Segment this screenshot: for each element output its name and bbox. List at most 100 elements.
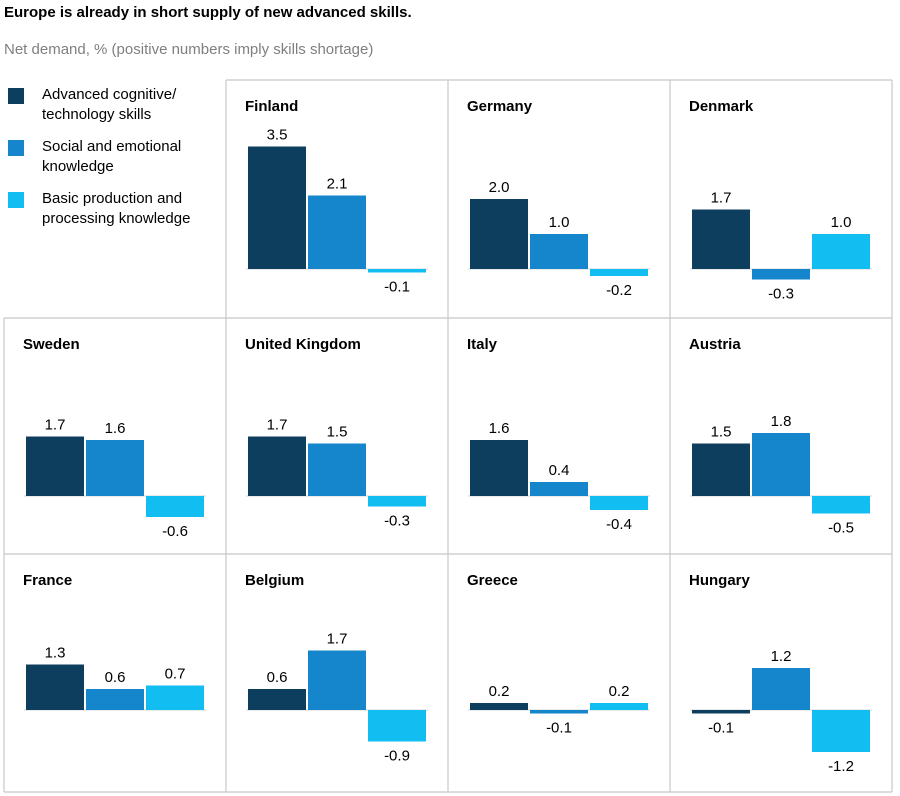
bar-united-kingdom-advanced xyxy=(248,436,306,496)
data-label-united-kingdom-advanced: 1.7 xyxy=(267,417,288,434)
data-label-greece-advanced: 0.2 xyxy=(489,683,510,700)
data-label-austria-advanced: 1.5 xyxy=(711,424,732,441)
bar-belgium-advanced xyxy=(248,689,306,710)
data-label-belgium-social: 1.7 xyxy=(327,631,348,648)
panel-france: France 1.3 0.6 0.7 xyxy=(23,572,206,711)
legend-item-social: Social and emotional knowledge xyxy=(8,137,218,177)
bar-finland-advanced xyxy=(248,146,306,269)
bar-sweden-basic xyxy=(146,496,204,517)
bar-belgium-basic xyxy=(368,710,426,742)
data-label-france-advanced: 1.3 xyxy=(45,645,66,662)
data-label-denmark-social: -0.3 xyxy=(768,286,794,303)
bar-hungary-advanced xyxy=(692,710,750,714)
chart-subtitle: Net demand, % (positive numbers imply sk… xyxy=(4,41,374,58)
panel-title-france: France xyxy=(23,572,72,589)
data-label-france-basic: 0.7 xyxy=(165,666,186,683)
data-label-austria-social: 1.8 xyxy=(771,413,792,430)
panel-sweden: Sweden 1.7 1.6 -0.6 xyxy=(23,336,206,540)
bar-finland-basic xyxy=(368,269,426,273)
bar-germany-social xyxy=(530,234,588,269)
panel-united-kingdom: United Kingdom 1.7 1.5 -0.3 xyxy=(245,336,428,530)
data-label-greece-basic: 0.2 xyxy=(609,683,630,700)
bar-france-social xyxy=(86,689,144,710)
data-label-denmark-advanced: 1.7 xyxy=(711,190,732,207)
bar-italy-social xyxy=(530,482,588,496)
bar-hungary-social xyxy=(752,668,810,710)
legend-swatch-social xyxy=(8,140,24,156)
bar-greece-social xyxy=(530,710,588,714)
data-label-sweden-basic: -0.6 xyxy=(162,523,188,540)
legend-swatch-basic xyxy=(8,192,24,208)
panel-title-italy: Italy xyxy=(467,336,498,353)
data-label-italy-basic: -0.4 xyxy=(606,516,632,533)
panel-belgium: Belgium 0.6 1.7 -0.9 xyxy=(245,572,428,765)
data-label-finland-social: 2.1 xyxy=(327,176,348,193)
data-label-belgium-basic: -0.9 xyxy=(384,748,410,765)
panel-finland: Finland 3.5 2.1 -0.1 xyxy=(245,98,428,296)
data-label-sweden-advanced: 1.7 xyxy=(45,417,66,434)
bar-sweden-advanced xyxy=(26,436,84,496)
data-label-france-social: 0.6 xyxy=(105,669,126,686)
panel-title-austria: Austria xyxy=(689,336,741,353)
data-label-finland-basic: -0.1 xyxy=(384,279,410,296)
data-label-hungary-basic: -1.2 xyxy=(828,758,854,775)
legend: Advanced cognitive/ technology skills So… xyxy=(8,85,218,241)
legend-label-social: Social and emotional knowledge xyxy=(42,138,182,175)
bar-italy-advanced xyxy=(470,440,528,496)
data-label-united-kingdom-basic: -0.3 xyxy=(384,513,410,530)
panel-hungary: Hungary -0.1 1.2 -1.2 xyxy=(689,572,872,775)
data-label-germany-social: 1.0 xyxy=(549,214,570,231)
bar-greece-basic xyxy=(590,703,648,710)
chart-title: Europe is already in short supply of new… xyxy=(4,4,412,21)
data-label-italy-advanced: 1.6 xyxy=(489,420,510,437)
bar-france-advanced xyxy=(26,664,84,710)
panel-title-finland: Finland xyxy=(245,98,298,115)
bar-hungary-basic xyxy=(812,710,870,752)
data-label-germany-advanced: 2.0 xyxy=(489,179,510,196)
panel-austria: Austria 1.5 1.8 -0.5 xyxy=(689,336,872,537)
data-label-hungary-advanced: -0.1 xyxy=(708,720,734,737)
panel-denmark: Denmark 1.7 -0.3 1.0 xyxy=(689,98,872,303)
panel-italy: Italy 1.6 0.4 -0.4 xyxy=(467,336,650,533)
panel-germany: Germany 2.0 1.0 -0.2 xyxy=(467,98,650,299)
data-label-austria-basic: -0.5 xyxy=(828,520,854,537)
legend-swatch-advanced xyxy=(8,88,24,104)
panel-title-sweden: Sweden xyxy=(23,336,80,353)
panel-title-denmark: Denmark xyxy=(689,98,754,115)
bar-greece-advanced xyxy=(470,703,528,710)
legend-label-basic: Basic production and processing knowledg… xyxy=(42,190,191,227)
bar-germany-advanced xyxy=(470,199,528,269)
legend-item-basic: Basic production and processing knowledg… xyxy=(8,189,218,229)
data-label-belgium-advanced: 0.6 xyxy=(267,669,288,686)
data-label-greece-social: -0.1 xyxy=(546,720,572,737)
data-label-sweden-social: 1.6 xyxy=(105,420,126,437)
bar-united-kingdom-basic xyxy=(368,496,426,507)
panel-greece: Greece 0.2 -0.1 0.2 xyxy=(467,572,650,737)
panel-title-hungary: Hungary xyxy=(689,572,751,589)
bar-finland-social xyxy=(308,195,366,269)
bar-france-basic xyxy=(146,685,204,710)
panel-title-greece: Greece xyxy=(467,572,518,589)
bar-denmark-basic xyxy=(812,234,870,269)
bar-belgium-social xyxy=(308,650,366,710)
legend-item-advanced: Advanced cognitive/ technology skills xyxy=(8,85,218,125)
panel-title-united-kingdom: United Kingdom xyxy=(245,336,361,353)
data-label-denmark-basic: 1.0 xyxy=(831,214,852,231)
bar-united-kingdom-social xyxy=(308,443,366,496)
bar-germany-basic xyxy=(590,269,648,276)
data-label-italy-social: 0.4 xyxy=(549,462,570,479)
data-label-hungary-social: 1.2 xyxy=(771,648,792,665)
panel-borders xyxy=(3,79,893,793)
bar-denmark-social xyxy=(752,269,810,280)
bar-austria-basic xyxy=(812,496,870,514)
data-label-finland-advanced: 3.5 xyxy=(267,127,288,144)
panel-title-belgium: Belgium xyxy=(245,572,304,589)
bar-italy-basic xyxy=(590,496,648,510)
bar-denmark-advanced xyxy=(692,209,750,269)
data-label-germany-basic: -0.2 xyxy=(606,282,632,299)
panel-title-germany: Germany xyxy=(467,98,533,115)
bar-austria-social xyxy=(752,433,810,496)
data-label-united-kingdom-social: 1.5 xyxy=(327,424,348,441)
bar-austria-advanced xyxy=(692,443,750,496)
